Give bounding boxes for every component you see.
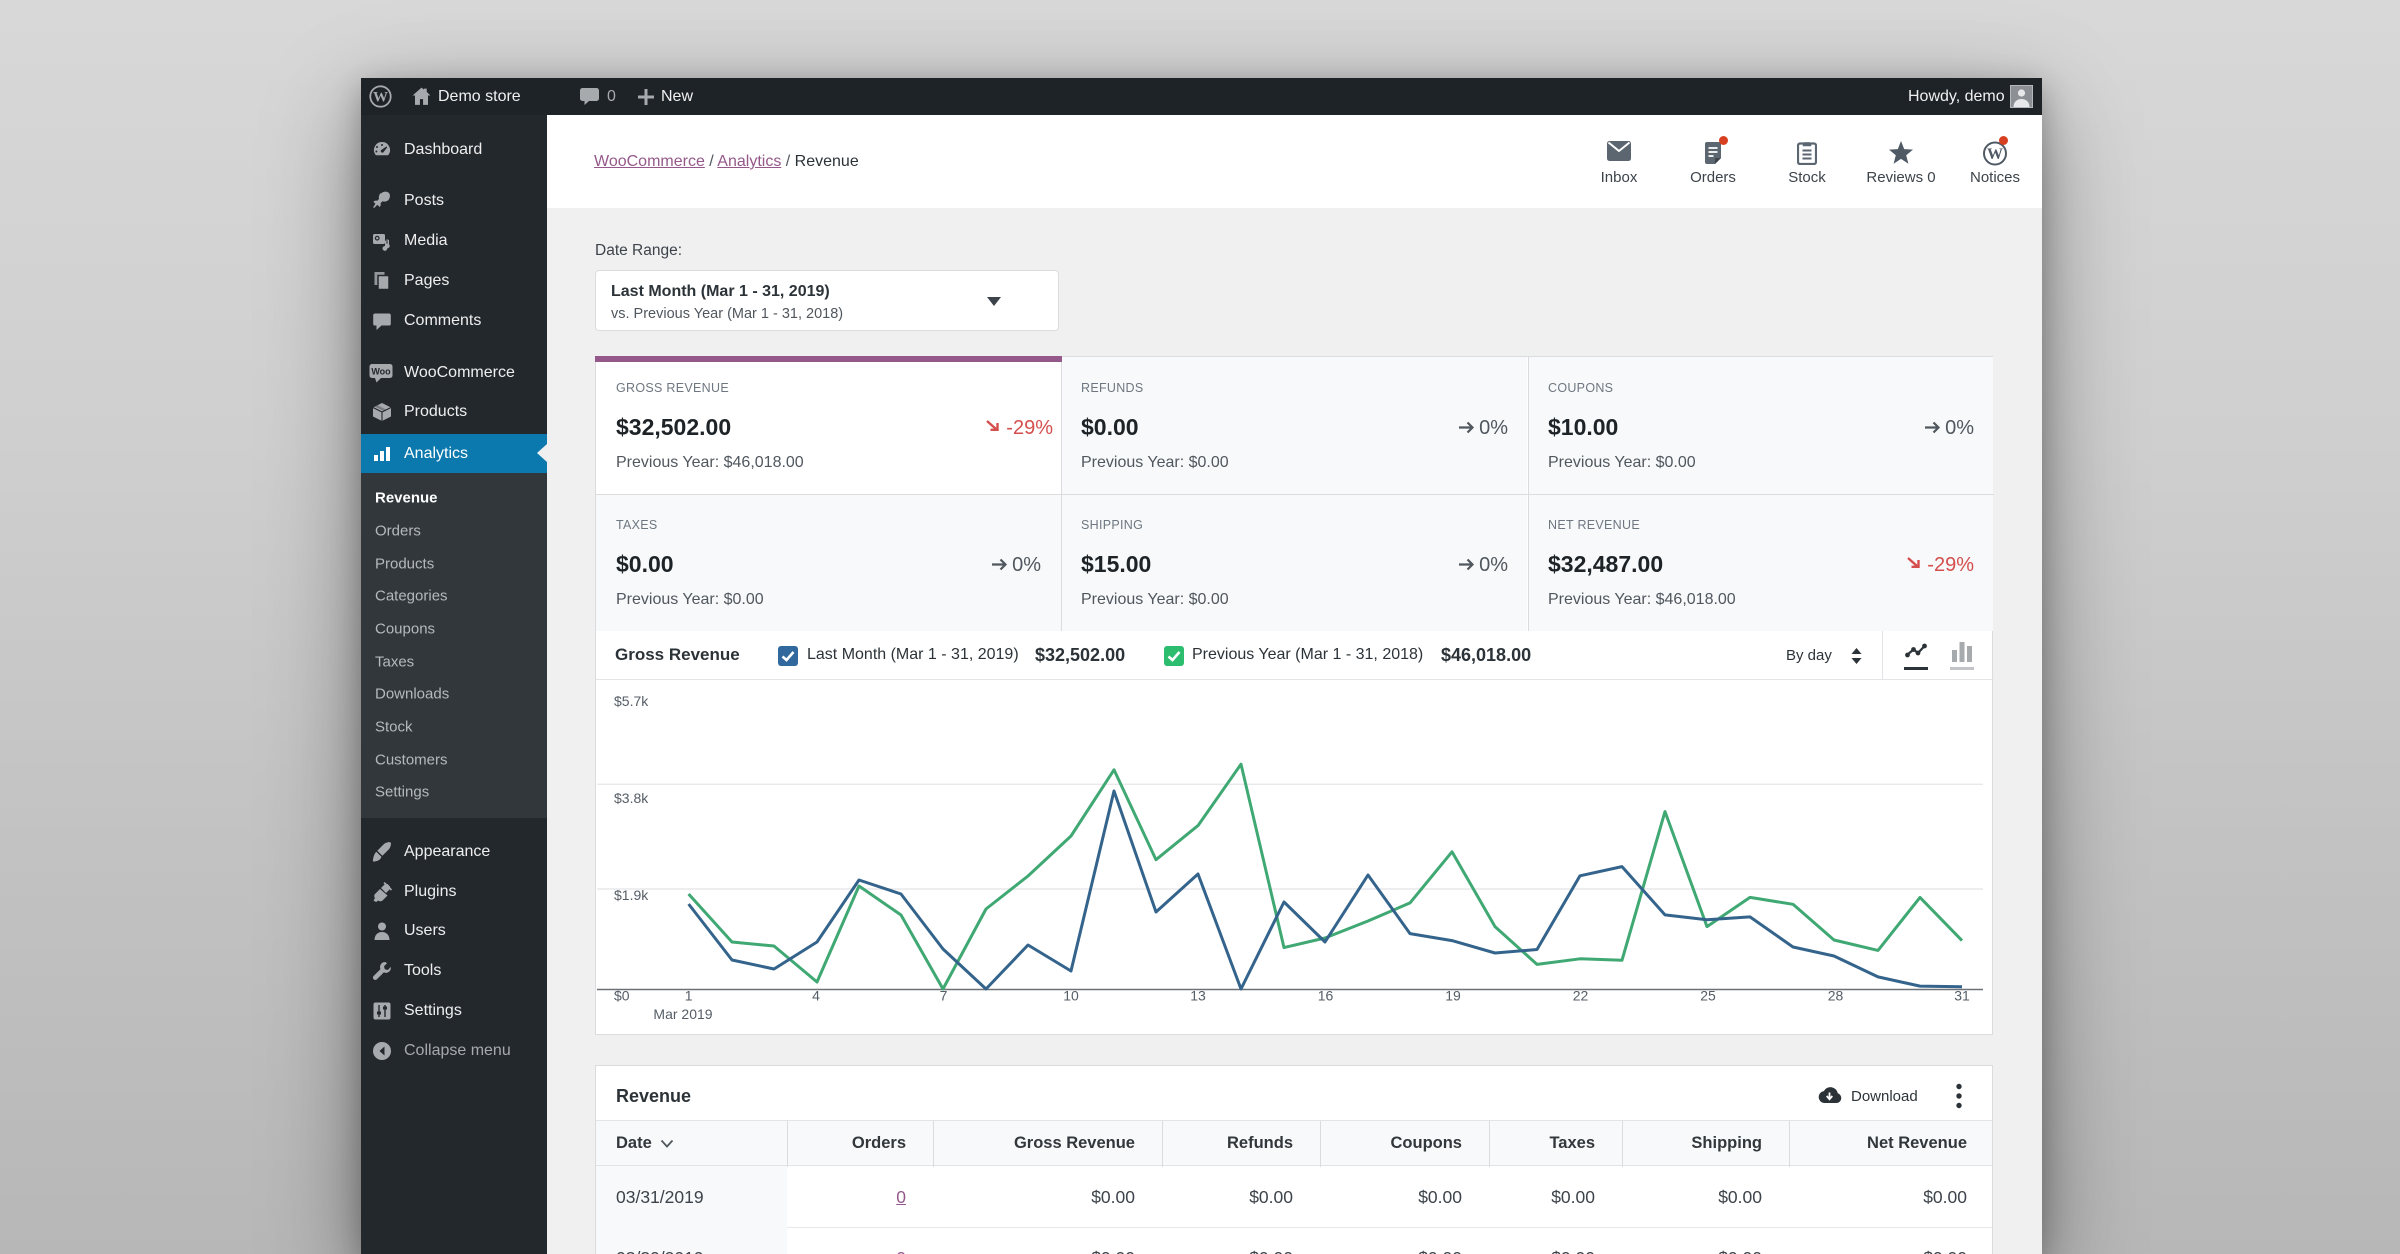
svg-text:28: 28 bbox=[1828, 988, 1844, 1004]
svg-text:1: 1 bbox=[685, 988, 693, 1004]
svg-text:7: 7 bbox=[940, 988, 948, 1004]
svg-text:$5.7k: $5.7k bbox=[614, 693, 649, 709]
svg-text:$3.8k: $3.8k bbox=[614, 790, 649, 806]
svg-text:10: 10 bbox=[1063, 988, 1079, 1004]
svg-text:Mar 2019: Mar 2019 bbox=[653, 1006, 712, 1022]
svg-text:$1.9k: $1.9k bbox=[614, 887, 649, 903]
svg-text:W: W bbox=[373, 90, 388, 106]
svg-text:22: 22 bbox=[1573, 988, 1589, 1004]
svg-text:31: 31 bbox=[1954, 988, 1970, 1004]
svg-text:25: 25 bbox=[1700, 988, 1716, 1004]
svg-text:$0: $0 bbox=[614, 988, 630, 1004]
svg-text:W: W bbox=[1987, 146, 2003, 163]
svg-text:13: 13 bbox=[1190, 988, 1206, 1004]
svg-text:16: 16 bbox=[1318, 988, 1334, 1004]
svg-text:4: 4 bbox=[812, 988, 820, 1004]
svg-text:19: 19 bbox=[1445, 988, 1461, 1004]
svg-text:Woo: Woo bbox=[371, 367, 391, 377]
